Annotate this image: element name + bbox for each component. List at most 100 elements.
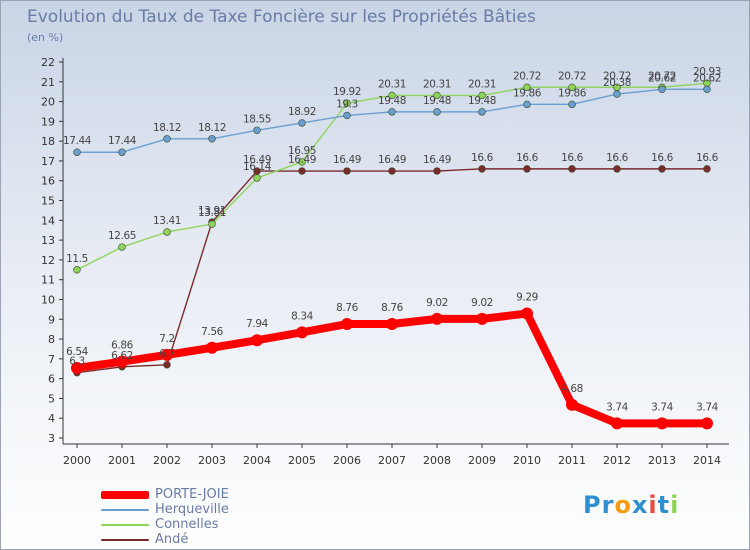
data-label-connelles: 20.72 (513, 70, 541, 82)
data-point-herqueville (208, 135, 216, 143)
data-point-porte-joie (251, 334, 263, 347)
data-label-ande: 16.49 (333, 154, 361, 166)
x-tick-label: 2009 (468, 454, 496, 467)
data-label-connelles: 16.14 (243, 161, 272, 173)
data-point-herqueville (658, 85, 666, 94)
data-label-ande: 6.7 (159, 348, 175, 360)
data-point-herqueville (703, 85, 711, 94)
y-tick-label: 17 (41, 155, 55, 168)
data-point-connelles (118, 243, 126, 251)
data-point-porte-joie (296, 326, 308, 339)
data-point-herqueville (163, 135, 171, 143)
data-label-herqueville: 18.92 (288, 106, 316, 118)
x-tick-label: 2004 (243, 454, 271, 467)
data-label-porte-joie: 7.56 (201, 326, 223, 338)
data-point-herqueville (343, 111, 351, 120)
data-label-porte-joie: 3.74 (606, 401, 628, 413)
x-tick-label: 2014 (693, 454, 721, 467)
data-label-ande: 16.6 (606, 152, 628, 164)
data-label-ande: 16.49 (243, 154, 271, 166)
data-point-porte-joie (521, 307, 533, 320)
x-tick-label: 2000 (63, 454, 91, 467)
data-label-herqueville: 18.12 (153, 122, 181, 134)
data-point-porte-joie (386, 318, 398, 331)
data-label-porte-joie: 7.94 (246, 318, 268, 330)
data-label-herqueville: 19.3 (336, 98, 358, 110)
data-label-ande: 6.62 (111, 350, 133, 362)
x-tick-label: 2010 (513, 454, 541, 467)
data-label-ande: 16.6 (696, 152, 718, 164)
data-point-connelles (523, 83, 531, 92)
data-label-connelles: 20.72 (603, 70, 631, 82)
data-label-herqueville: 17.44 (63, 135, 92, 147)
logo-part-i: i (648, 491, 658, 519)
data-label-herqueville: 19.48 (468, 95, 496, 107)
data-label-ande: 16.49 (378, 154, 406, 166)
chart-title: Evolution du Taux de Taxe Foncière sur l… (27, 7, 536, 27)
data-label-ande: 16.6 (516, 152, 538, 164)
data-label-porte-joie: 4.68 (561, 383, 583, 395)
x-tick-label: 2003 (198, 454, 226, 467)
data-label-herqueville: 19.86 (558, 87, 587, 99)
data-point-connelles (568, 83, 576, 92)
y-tick-label: 16 (41, 175, 55, 188)
data-point-porte-joie (431, 312, 443, 325)
x-tick-label: 2002 (153, 454, 181, 467)
x-tick-label: 2007 (378, 454, 406, 467)
data-point-connelles (478, 91, 486, 100)
logo-part-t: t (657, 491, 671, 519)
legend-item-connelles: Connelles (101, 517, 219, 532)
legend-item-herqueville: Herqueville (101, 502, 229, 517)
data-point-porte-joie (161, 348, 173, 361)
logo-part-pr: Pr (583, 491, 615, 519)
logo-part-i2: i (670, 491, 680, 519)
data-point-porte-joie (116, 355, 128, 368)
data-point-connelles (298, 158, 306, 166)
data-label-porte-joie: 6.54 (66, 346, 88, 358)
y-tick-label: 18 (41, 135, 55, 148)
x-tick-label: 2008 (423, 454, 451, 467)
data-label-porte-joie: 7.2 (159, 333, 175, 345)
y-tick-label: 5 (48, 392, 55, 405)
data-point-porte-joie (206, 341, 218, 354)
y-tick-label: 10 (41, 293, 55, 306)
x-tick-label: 2005 (288, 454, 316, 467)
data-label-connelles: 11.5 (66, 253, 88, 265)
data-point-connelles (253, 174, 261, 182)
data-point-ande (613, 165, 621, 173)
y-tick-label: 8 (48, 333, 55, 346)
x-tick-label: 2013 (648, 454, 676, 467)
data-point-herqueville (523, 100, 531, 109)
data-point-herqueville (298, 119, 306, 127)
y-tick-label: 3 (48, 432, 55, 445)
data-point-connelles (433, 91, 441, 100)
logo-part-x: x (631, 491, 649, 519)
y-tick-label: 9 (48, 313, 55, 326)
legend-label-connelles: Connelles (155, 517, 219, 532)
legend-item-porte-joie: PORTE-JOIE (101, 487, 229, 502)
data-label-herqueville: 20.62 (693, 72, 721, 84)
data-label-herqueville: 20.38 (603, 77, 631, 89)
data-label-porte-joie: 8.34 (291, 310, 313, 322)
data-label-connelles: 20.31 (378, 78, 406, 90)
data-label-herqueville: 20.62 (648, 72, 676, 84)
x-tick-label: 2001 (108, 454, 136, 467)
data-point-ande (523, 165, 531, 173)
data-label-ande: 16.49 (288, 154, 316, 166)
y-tick-label: 14 (41, 214, 55, 227)
data-label-connelles: 12.65 (108, 230, 136, 242)
data-label-connelles: 19.92 (333, 86, 361, 98)
data-label-ande: 13.91 (198, 205, 226, 217)
data-label-herqueville: 19.48 (378, 95, 406, 107)
data-label-porte-joie: 3.74 (651, 401, 673, 413)
data-point-herqueville (73, 148, 81, 156)
data-point-connelles (73, 266, 81, 274)
data-label-connelles: 20.31 (423, 78, 451, 90)
x-tick-label: 2012 (603, 454, 631, 467)
data-point-porte-joie (701, 417, 713, 430)
legend-swatch-connelles (101, 523, 149, 526)
data-point-ande (568, 165, 576, 173)
data-point-ande (433, 167, 441, 175)
y-tick-label: 4 (48, 412, 55, 425)
